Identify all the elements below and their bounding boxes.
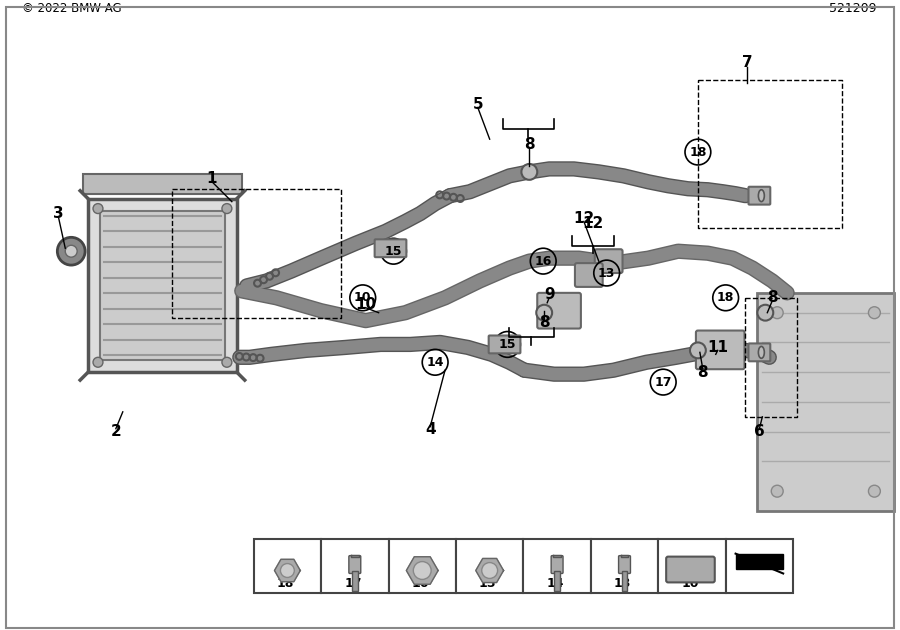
Text: 14: 14: [546, 577, 564, 590]
FancyBboxPatch shape: [352, 571, 358, 592]
FancyBboxPatch shape: [537, 293, 580, 329]
FancyBboxPatch shape: [349, 556, 361, 573]
Text: 1: 1: [207, 171, 217, 186]
Text: 15: 15: [479, 577, 497, 590]
Polygon shape: [735, 554, 783, 568]
Text: 3: 3: [53, 206, 64, 221]
FancyBboxPatch shape: [374, 239, 407, 257]
Text: 18: 18: [276, 577, 294, 590]
Text: 15: 15: [499, 338, 517, 351]
FancyBboxPatch shape: [100, 210, 225, 360]
FancyBboxPatch shape: [321, 539, 389, 593]
FancyBboxPatch shape: [575, 263, 603, 287]
Circle shape: [58, 238, 86, 265]
Text: 18: 18: [717, 291, 734, 304]
FancyBboxPatch shape: [618, 556, 631, 573]
Text: 14: 14: [427, 356, 444, 369]
Ellipse shape: [759, 346, 764, 358]
Circle shape: [413, 561, 431, 580]
FancyBboxPatch shape: [666, 557, 715, 582]
FancyBboxPatch shape: [696, 331, 744, 369]
Circle shape: [868, 307, 880, 319]
Text: 10: 10: [354, 291, 372, 304]
Text: 6: 6: [754, 424, 765, 439]
Text: 10: 10: [681, 577, 698, 590]
Text: 8: 8: [539, 315, 550, 330]
FancyBboxPatch shape: [658, 539, 725, 593]
FancyBboxPatch shape: [554, 571, 560, 592]
FancyBboxPatch shape: [551, 556, 563, 573]
Text: 17: 17: [654, 375, 672, 389]
FancyBboxPatch shape: [622, 571, 627, 592]
Text: © 2022 BMW AG: © 2022 BMW AG: [22, 3, 122, 15]
Text: 2: 2: [111, 424, 122, 439]
Text: 12: 12: [582, 216, 603, 231]
FancyBboxPatch shape: [254, 539, 321, 593]
Text: 15: 15: [384, 244, 402, 258]
Text: 12: 12: [573, 211, 595, 226]
Circle shape: [521, 164, 537, 180]
Text: 16: 16: [411, 577, 429, 590]
Circle shape: [690, 343, 706, 358]
Text: 7: 7: [742, 55, 752, 71]
Text: 16: 16: [535, 255, 552, 268]
Text: 10: 10: [356, 297, 376, 312]
Polygon shape: [407, 557, 438, 584]
Circle shape: [93, 357, 103, 367]
FancyBboxPatch shape: [83, 174, 242, 193]
Text: 13: 13: [598, 266, 616, 280]
Text: 4: 4: [425, 422, 436, 437]
FancyBboxPatch shape: [524, 539, 590, 593]
Polygon shape: [274, 559, 301, 581]
FancyBboxPatch shape: [590, 539, 658, 593]
FancyBboxPatch shape: [489, 336, 520, 353]
Polygon shape: [476, 558, 503, 583]
Text: 11: 11: [707, 340, 728, 355]
Text: 17: 17: [344, 577, 362, 590]
Circle shape: [771, 307, 783, 319]
Circle shape: [222, 357, 232, 367]
Text: 9: 9: [544, 287, 554, 302]
FancyBboxPatch shape: [725, 539, 793, 593]
Circle shape: [222, 203, 232, 214]
FancyBboxPatch shape: [749, 343, 770, 361]
Circle shape: [66, 245, 77, 257]
Circle shape: [868, 485, 880, 497]
Text: 521209: 521209: [829, 3, 877, 15]
FancyBboxPatch shape: [749, 186, 770, 205]
Circle shape: [93, 203, 103, 214]
Text: 8: 8: [524, 137, 535, 152]
FancyBboxPatch shape: [758, 293, 895, 511]
FancyBboxPatch shape: [88, 198, 237, 372]
Text: 5: 5: [472, 97, 483, 112]
Text: 13: 13: [614, 577, 631, 590]
Text: 8: 8: [698, 365, 708, 380]
FancyBboxPatch shape: [595, 249, 623, 273]
Circle shape: [758, 305, 773, 321]
Circle shape: [482, 563, 498, 578]
FancyBboxPatch shape: [389, 539, 456, 593]
Circle shape: [771, 485, 783, 497]
FancyBboxPatch shape: [456, 539, 524, 593]
Circle shape: [536, 305, 552, 321]
Text: 8: 8: [767, 290, 778, 306]
Text: 18: 18: [689, 146, 706, 159]
Circle shape: [281, 564, 294, 578]
Ellipse shape: [759, 190, 764, 202]
